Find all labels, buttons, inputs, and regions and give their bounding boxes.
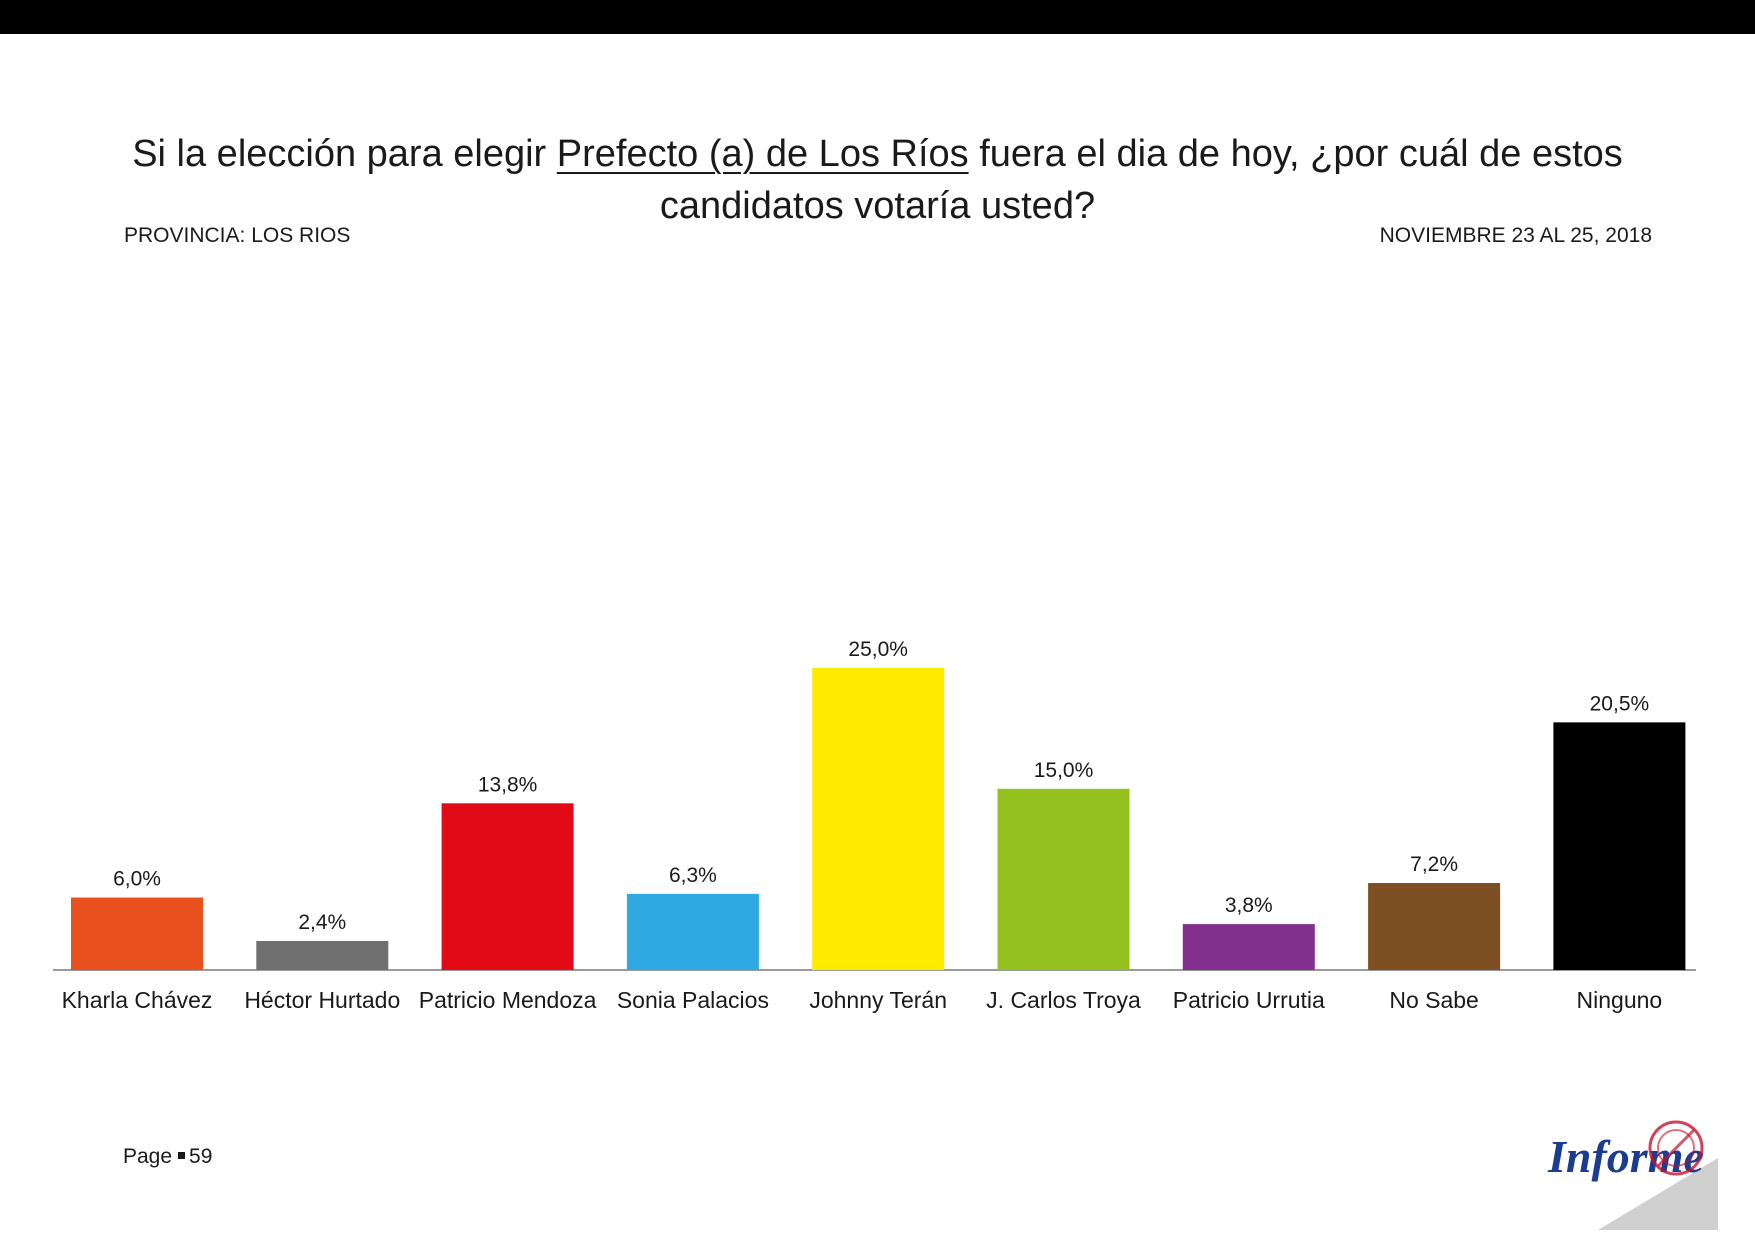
page-label: Page <box>123 1145 173 1168</box>
bar-7 <box>1368 883 1501 970</box>
seal-icon <box>1648 1120 1704 1176</box>
bar-8 <box>1553 722 1686 970</box>
category-label-1: Héctor Hurtado <box>244 987 400 1013</box>
page-indicator: Page 59 <box>123 1145 212 1169</box>
page-title: Si la elección para elegir Prefecto (a) … <box>100 128 1655 232</box>
title-post: fuera el dia de hoy, ¿por cuál de estos … <box>659 133 1623 227</box>
value-label-4: 25,0% <box>848 638 908 661</box>
category-label-4: Johnny Terán <box>809 987 947 1013</box>
category-label-2: Patricio Mendoza <box>419 987 597 1013</box>
category-label-7: No Sabe <box>1389 987 1479 1013</box>
page-number: 59 <box>189 1145 213 1168</box>
category-label-3: Sonia Palacios <box>617 987 769 1013</box>
bar-4 <box>812 668 945 970</box>
value-label-1: 2,4% <box>298 911 346 934</box>
top-bar <box>0 0 1755 34</box>
category-label-5: J. Carlos Troya <box>986 987 1141 1013</box>
informe-logo: Informe <box>1548 1118 1718 1230</box>
bar-3 <box>626 893 759 970</box>
bar-2 <box>441 803 574 970</box>
bar-6 <box>1182 924 1315 970</box>
category-label-6: Patricio Urrutia <box>1173 987 1325 1013</box>
category-label-0: Kharla Chávez <box>62 987 213 1013</box>
value-label-7: 7,2% <box>1410 853 1458 876</box>
date-label: NOVIEMBRE 23 AL 25, 2018 <box>1379 224 1652 247</box>
value-label-3: 6,3% <box>669 864 717 887</box>
bar-5 <box>997 788 1130 970</box>
title-highlight: Prefecto (a) de Los Ríos <box>556 133 969 175</box>
page-bullet-icon <box>178 1152 186 1160</box>
province-label: PROVINCIA: LOS RIOS <box>124 224 351 247</box>
value-label-8: 20,5% <box>1590 692 1650 715</box>
value-label-6: 3,8% <box>1225 894 1273 917</box>
category-label-8: Ninguno <box>1577 987 1663 1013</box>
value-label-5: 15,0% <box>1034 759 1094 782</box>
value-label-0: 6,0% <box>113 868 161 891</box>
bar-1 <box>256 941 389 970</box>
bar-0 <box>71 897 203 970</box>
value-label-2: 13,8% <box>478 773 538 796</box>
logo-shadow <box>1598 1158 1718 1230</box>
title-pre: Si la elección para elegir <box>132 133 557 175</box>
